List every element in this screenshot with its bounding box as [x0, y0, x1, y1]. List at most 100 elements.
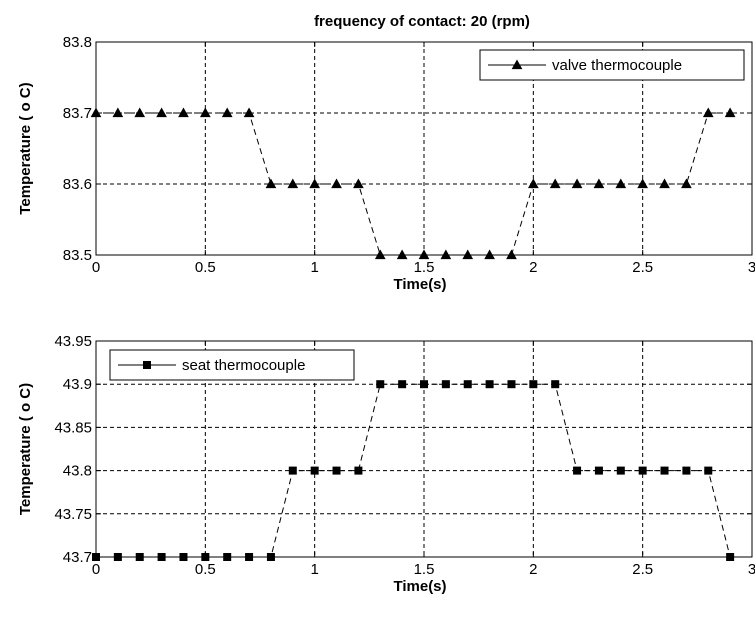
data-point [681, 178, 692, 189]
y-tick-label: 43.7 [63, 549, 92, 566]
x-tick-label: 3 [748, 561, 755, 578]
data-point [331, 178, 342, 189]
data-point [135, 553, 144, 561]
data-point [243, 107, 255, 118]
legend-label: seat thermocouple [182, 357, 305, 374]
data-point [112, 107, 124, 118]
x-tick-label: 0 [92, 561, 100, 578]
y-axis-label: Temperature ( o C) [17, 82, 34, 214]
data-point [549, 178, 561, 189]
data-point [571, 178, 583, 189]
legend-label: valve thermocouple [552, 57, 682, 74]
data-point [309, 178, 321, 189]
y-tick-label: 43.95 [54, 333, 92, 350]
data-point [660, 466, 669, 475]
data-point [462, 249, 474, 260]
data-point [178, 107, 189, 118]
data-point [398, 380, 407, 389]
data-point [245, 553, 254, 561]
data-point [199, 107, 211, 118]
data-point [179, 553, 188, 561]
data-point [659, 178, 670, 189]
y-tick-label: 43.9 [63, 376, 92, 393]
data-point [396, 249, 408, 260]
data-point [594, 466, 603, 475]
data-point [157, 553, 166, 561]
data-point [702, 107, 714, 118]
y-tick-label: 83.8 [63, 34, 92, 51]
data-point [223, 553, 232, 561]
data-point [420, 380, 428, 389]
x-tick-label: 3 [748, 259, 755, 276]
x-tick-label: 2.5 [632, 561, 653, 578]
data-point [374, 249, 386, 260]
y-tick-label: 43.8 [63, 463, 92, 480]
data-point [573, 466, 582, 475]
data-point [527, 178, 539, 189]
data-point [441, 380, 450, 389]
y-tick-label: 83.5 [63, 247, 92, 264]
data-point [506, 249, 517, 260]
data-point [90, 107, 102, 118]
x-tick-label: 2 [529, 561, 537, 578]
data-point [724, 107, 736, 118]
data-point [637, 178, 649, 189]
x-axis-label: Time(s) [393, 276, 446, 293]
data-point [463, 380, 472, 389]
data-point [615, 178, 627, 189]
y-tick-label: 83.7 [63, 105, 92, 122]
data-point [616, 466, 625, 475]
data-point [92, 553, 100, 561]
data-point [593, 178, 605, 189]
data-point [265, 178, 277, 189]
x-tick-label: 1.5 [414, 561, 435, 578]
x-tick-label: 2 [529, 259, 537, 276]
data-point [485, 380, 494, 389]
data-point [638, 466, 647, 475]
legend-marker [143, 361, 151, 369]
data-point [201, 553, 210, 561]
y-tick-label: 43.85 [54, 419, 92, 436]
data-point [287, 178, 299, 189]
data-point [332, 466, 341, 475]
x-axis-label: Time(s) [393, 578, 446, 595]
chart-title: frequency of contact: 20 (rpm) [314, 13, 530, 30]
legend: valve thermocouple [479, 49, 745, 81]
x-tick-label: 0 [92, 259, 100, 276]
chart-1: 0 0.5 1 1.5 2 2.5 3 83.5 83.6 83.7 83.8 Time(s) Temp… [17, 13, 755, 293]
data-point [376, 380, 385, 389]
x-tick-label: 1.5 [414, 259, 435, 276]
data-point [266, 553, 275, 561]
y-axis-label: Temperature ( o C) [17, 383, 34, 515]
data-point [310, 466, 319, 475]
data-point [726, 553, 735, 561]
data-point [288, 466, 297, 475]
legend: seat thermocouple [109, 349, 355, 381]
data-point [418, 249, 430, 260]
y-tick-label: 83.6 [63, 176, 92, 193]
data-point [353, 178, 364, 189]
data-point [507, 380, 516, 389]
y-tick-label: 43.75 [54, 506, 92, 523]
x-tick-label: 1 [310, 561, 318, 578]
data-point [221, 107, 233, 118]
x-tick-label: 1 [310, 259, 318, 276]
chart-2: 0 0.5 1 1.5 2 2.5 3 43.7 43.75 43.8 43.85 43.9 43.95… [17, 333, 755, 595]
x-tick-label: 0.5 [195, 561, 216, 578]
x-tick-label: 0.5 [195, 259, 216, 276]
data-point [682, 466, 691, 475]
data-point [440, 249, 452, 260]
data-point [354, 466, 363, 475]
series-line-triangle [96, 112, 731, 256]
legend-marker [511, 59, 523, 70]
data-point [529, 380, 538, 389]
data-point [551, 380, 560, 389]
data-point [134, 107, 146, 118]
data-point [156, 107, 167, 118]
data-point [113, 553, 122, 561]
data-point [704, 466, 713, 475]
x-tick-label: 2.5 [632, 259, 653, 276]
data-point [484, 249, 495, 260]
